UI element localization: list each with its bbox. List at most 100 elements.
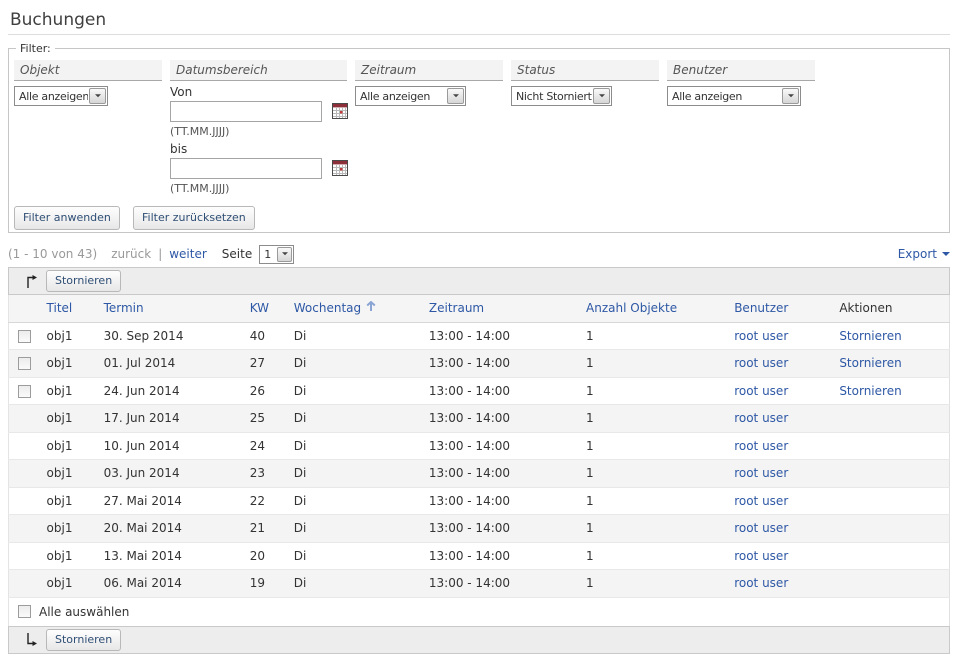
cell-aktionen: Stornieren (831, 349, 950, 378)
cell-titel: obj1 (38, 542, 96, 570)
filter-col-datumsbereich: Datumsbereich Von (TT.MM.JJJJ) bis (170, 60, 348, 195)
stornieren-link[interactable]: Stornieren (839, 383, 902, 398)
cell-titel: obj1 (38, 349, 96, 378)
cell-wochentag: Di (285, 487, 421, 515)
cell-kw: 20 (241, 542, 286, 570)
header-termin[interactable]: Termin (95, 295, 242, 323)
cell-wochentag: Di (285, 569, 421, 598)
filter-legend: Filter: (20, 42, 51, 55)
benutzer-link[interactable]: root user (734, 328, 789, 343)
cell-wochentag: Di (285, 459, 421, 488)
cell-anzahl: 1 (578, 404, 727, 433)
header-titel[interactable]: Titel (38, 295, 96, 323)
objekt-select[interactable]: Alle anzeigen (14, 86, 108, 106)
cell-zeitraum: 13:00 - 14:00 (420, 514, 579, 543)
table-row: obj1 17. Jun 2014 25 Di 13:00 - 14:00 1 root u… (8, 404, 950, 433)
filter-header-datumsbereich: Datumsbereich (170, 60, 347, 81)
status-select[interactable]: Nicht Storniert (511, 86, 612, 106)
cell-zeitraum: 13:00 - 14:00 (420, 487, 579, 515)
calendar-icon[interactable] (332, 160, 348, 176)
benutzer-link[interactable]: root user (734, 576, 789, 591)
calendar-icon[interactable] (332, 103, 348, 119)
row-checkbox[interactable] (18, 357, 31, 371)
benutzer-link[interactable]: root user (734, 356, 789, 371)
stornieren-button-top[interactable]: Stornieren (46, 270, 122, 292)
filter-col-status: Status Nicht Storniert (511, 60, 659, 195)
benutzer-link[interactable]: root user (734, 411, 789, 426)
cell-zeitraum: 13:00 - 14:00 (420, 569, 579, 598)
cell-checkbox (8, 404, 39, 433)
cell-titel: obj1 (38, 569, 96, 598)
cell-aktionen (831, 459, 950, 488)
benutzer-link[interactable]: root user (734, 466, 789, 481)
header-kw[interactable]: KW (241, 295, 286, 323)
header-wochentag[interactable]: Wochentag (285, 295, 421, 323)
table-header-row: Titel Termin KW Wochentag Zeitraum Anzah… (8, 295, 950, 323)
header-zeitraum[interactable]: Zeitraum (420, 295, 579, 323)
select-all-checkbox[interactable] (18, 605, 31, 618)
table-row: obj1 27. Mai 2014 22 Di 13:00 - 14:00 1 root u… (8, 487, 950, 515)
bis-date-input[interactable] (170, 158, 322, 179)
cell-aktionen (831, 542, 950, 570)
pagination-separator: | (158, 247, 163, 261)
cell-checkbox (8, 514, 39, 543)
row-checkbox[interactable] (18, 329, 31, 343)
cell-aktionen (831, 487, 950, 515)
stornieren-link[interactable]: Stornieren (839, 328, 902, 343)
cell-wochentag: Di (285, 404, 421, 433)
bookings-table: Titel Termin KW Wochentag Zeitraum Anzah… (8, 295, 950, 598)
date-format-hint: (TT.MM.JJJJ) (170, 125, 230, 138)
cell-wochentag: Di (285, 542, 421, 570)
cell-termin: 01. Jul 2014 (95, 349, 242, 378)
header-checkbox-spacer (8, 295, 39, 323)
cell-kw: 23 (241, 459, 286, 488)
benutzer-link[interactable]: root user (734, 438, 789, 453)
table-row: obj1 24. Jun 2014 26 Di 13:00 - 14:00 1 root u… (8, 377, 950, 405)
filter-header-zeitraum: Zeitraum (355, 60, 503, 81)
stornieren-button-bottom[interactable]: Stornieren (46, 628, 122, 651)
cell-benutzer: root user (726, 514, 832, 543)
benutzer-link[interactable]: root user (734, 548, 789, 563)
pagination-range: (1 - 10 von 43) (8, 247, 98, 261)
pagination-prev: zurück (111, 247, 152, 261)
benutzer-link[interactable]: root user (734, 521, 789, 536)
cell-titel: obj1 (38, 322, 96, 350)
row-checkbox[interactable] (18, 384, 31, 398)
filter-apply-button[interactable]: Filter anwenden (14, 206, 120, 230)
cell-checkbox (8, 459, 39, 488)
header-benutzer[interactable]: Benutzer (726, 295, 832, 323)
cell-titel: obj1 (38, 377, 96, 405)
von-date-input[interactable] (170, 101, 322, 122)
benutzer-link[interactable]: root user (734, 383, 789, 398)
cell-titel: obj1 (38, 487, 96, 515)
sort-asc-icon (366, 300, 376, 315)
cell-benutzer: root user (726, 404, 832, 433)
table-row: obj1 03. Jun 2014 23 Di 13:00 - 14:00 1 root u… (8, 459, 950, 488)
filter-header-status: Status (511, 60, 659, 81)
stornieren-link[interactable]: Stornieren (839, 356, 902, 371)
von-label: Von (170, 85, 193, 99)
cell-aktionen (831, 432, 950, 460)
cell-aktionen (831, 404, 950, 433)
table-row: obj1 20. Mai 2014 21 Di 13:00 - 14:00 1 root u… (8, 514, 950, 543)
toolbar-top: Stornieren (8, 267, 950, 295)
chevron-down-icon (89, 88, 106, 104)
cell-checkbox (8, 569, 39, 598)
table-row: obj1 30. Sep 2014 40 Di 13:00 - 14:00 1 root u… (8, 322, 950, 350)
cell-aktionen: Stornieren (831, 377, 950, 405)
page-select[interactable]: 1 (259, 244, 295, 264)
export-link[interactable]: Export (897, 247, 937, 261)
benutzer-link[interactable]: root user (734, 493, 789, 508)
benutzer-select[interactable]: Alle anzeigen (667, 86, 801, 106)
cell-zeitraum: 13:00 - 14:00 (420, 377, 579, 405)
cell-kw: 40 (241, 322, 286, 350)
zeitraum-select[interactable]: Alle anzeigen (355, 86, 466, 106)
pagination-next[interactable]: weiter (169, 247, 207, 261)
cell-wochentag: Di (285, 322, 421, 350)
cell-kw: 19 (241, 569, 286, 598)
filter-reset-button[interactable]: Filter zurücksetzen (133, 206, 255, 230)
cell-zeitraum: 13:00 - 14:00 (420, 349, 579, 378)
cell-zeitraum: 13:00 - 14:00 (420, 404, 579, 433)
header-anzahl[interactable]: Anzahl Objekte (578, 295, 727, 323)
